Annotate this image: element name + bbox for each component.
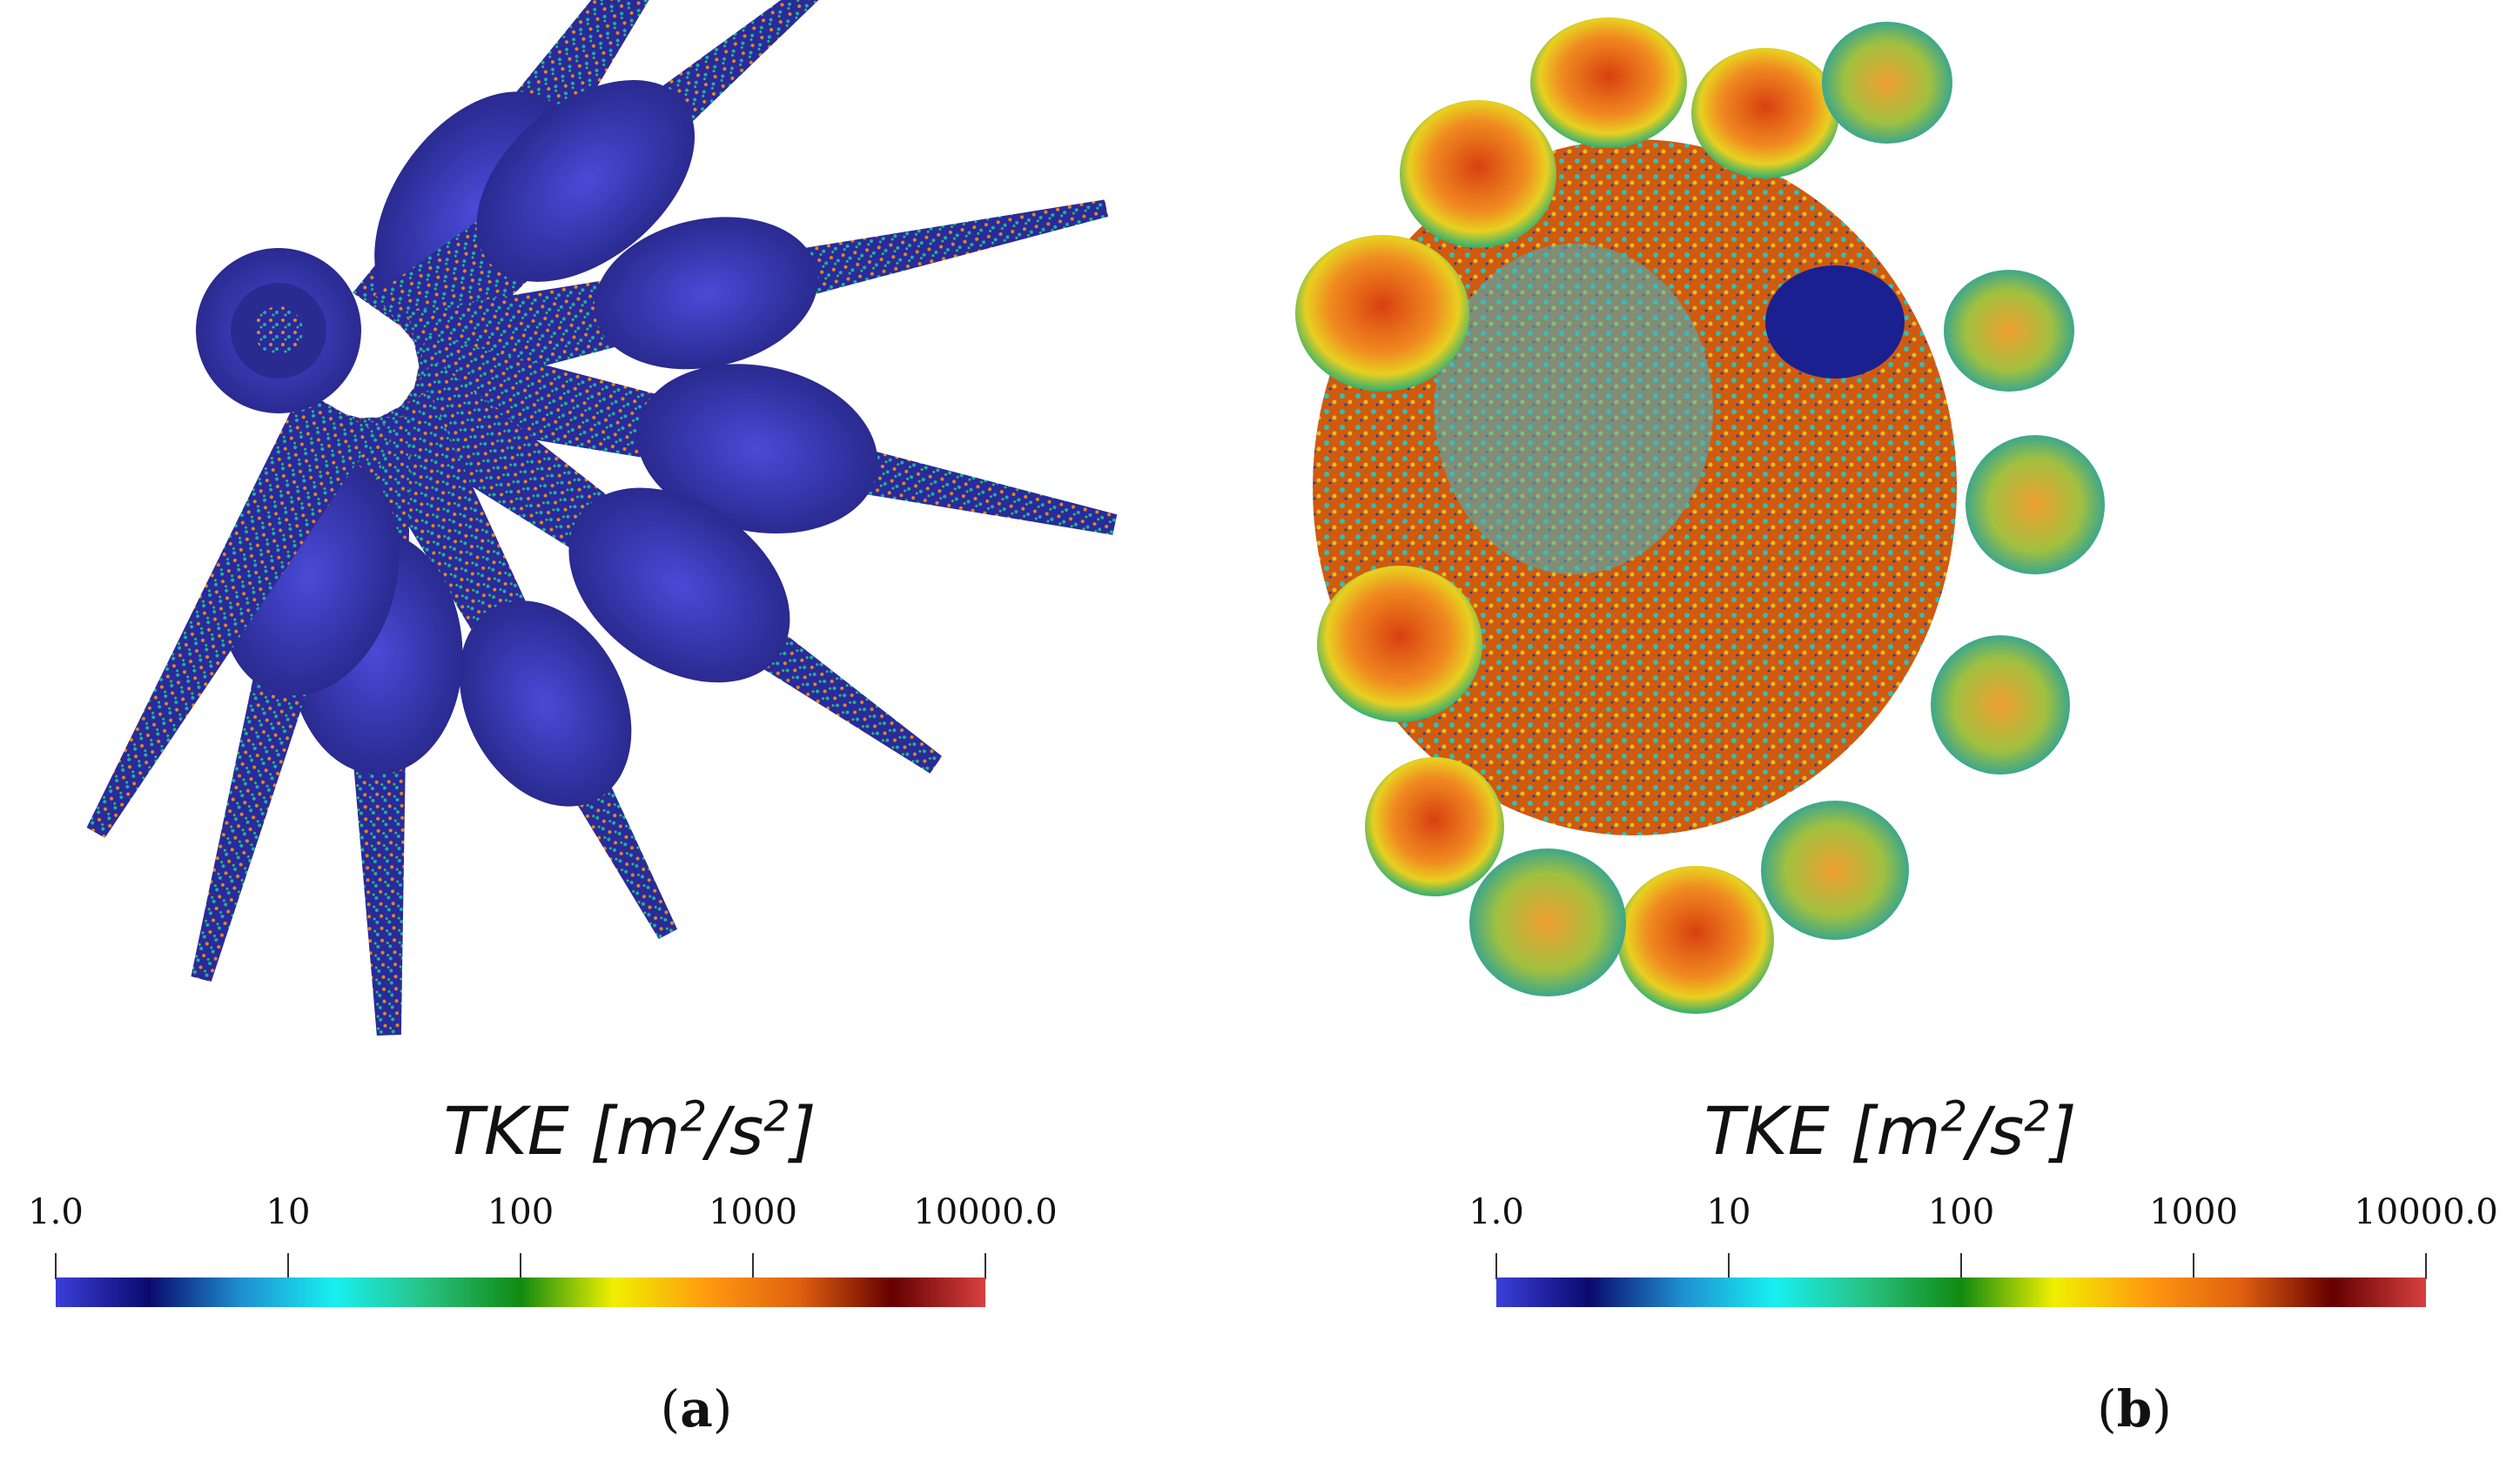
panel-caption: (b) bbox=[2097, 1379, 2172, 1439]
vortex-jets-a bbox=[86, 0, 1118, 1036]
colorbar-tick-label: 10 bbox=[265, 1192, 311, 1232]
colorbar-tick-label: 100 bbox=[1927, 1192, 1995, 1232]
colorbar-tick-label: 1000 bbox=[709, 1192, 797, 1232]
colorbar-tick-label: 100 bbox=[487, 1192, 554, 1232]
colorbar-tick bbox=[1495, 1253, 1497, 1279]
colorbar-tick-label: 10000.0 bbox=[913, 1192, 1058, 1232]
colorbar-tick-label: 1.0 bbox=[1468, 1192, 1524, 1232]
colorbar-tick bbox=[1728, 1253, 1730, 1279]
colorbar-gradient bbox=[1496, 1278, 2426, 1307]
colorbar-tick bbox=[287, 1253, 289, 1279]
colorbar-tick bbox=[520, 1253, 521, 1279]
panel-caption: (a) bbox=[660, 1379, 733, 1439]
colorbar-tick bbox=[1960, 1253, 1962, 1279]
colorbar-tick bbox=[752, 1253, 754, 1279]
colorbar-tick-label: 1.0 bbox=[28, 1192, 84, 1232]
panel-b: TKE [m2/s2] 1.0 10 100 1000 10000.0 (b) bbox=[1260, 0, 2520, 1462]
colorbar-gradient bbox=[56, 1278, 985, 1307]
colorbar-title: TKE [m2/s2] bbox=[443, 1092, 816, 1170]
colorbar-title: TKE [m2/s2] bbox=[1704, 1092, 2077, 1170]
colorbar-tick bbox=[2193, 1253, 2194, 1279]
tke-isosurface-render-a bbox=[86, 0, 1118, 1036]
colorbar-tick bbox=[2425, 1253, 2427, 1279]
tke-isosurface-render-b bbox=[1295, 17, 2105, 1014]
colorbar-tick-label: 10 bbox=[1706, 1192, 1751, 1232]
vortex-rings-b bbox=[1295, 17, 2105, 1014]
colorbar-tick bbox=[984, 1253, 986, 1279]
colorbar-tick-label: 10000.0 bbox=[2354, 1192, 2498, 1232]
colorbar-tick-label: 1000 bbox=[2149, 1192, 2238, 1232]
colorbar-tick bbox=[55, 1253, 57, 1279]
panel-a: TKE [m2/s2] 1.0 10 100 1000 10000.0 (a) bbox=[28, 0, 1118, 1439]
